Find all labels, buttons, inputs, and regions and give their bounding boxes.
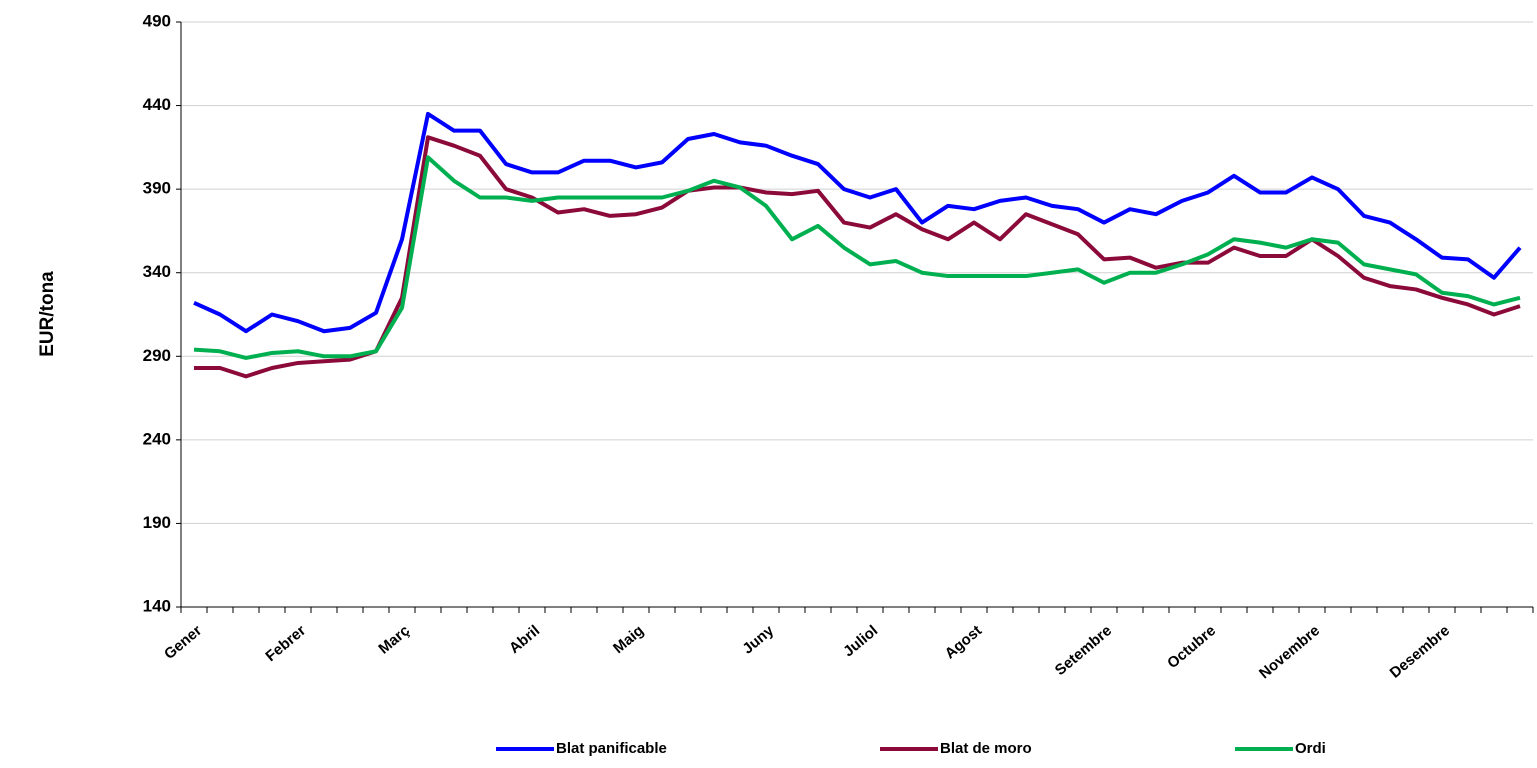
x-tick-label: Maig	[610, 622, 647, 657]
x-tick-label: Juliol	[840, 622, 881, 660]
series-line	[193, 111, 1522, 334]
y-tick-label: 290	[143, 346, 171, 365]
x-tick-label: Febrer	[262, 622, 309, 665]
legend-label: Ordi	[1295, 740, 1326, 757]
series-line	[194, 135, 1521, 379]
x-tick-label: Abril	[506, 622, 543, 657]
y-tick-label: 240	[143, 429, 171, 448]
x-tick-label: Setembre	[1052, 622, 1115, 679]
x-tick-label: Gener	[161, 622, 205, 663]
legend-label: Blat panificable	[556, 740, 667, 757]
y-tick-label: 140	[143, 596, 171, 615]
x-tick-label: Març	[375, 622, 413, 658]
y-axis-label: EUR/tona	[37, 271, 58, 357]
y-tick-label: 390	[143, 179, 171, 198]
series-line	[193, 155, 1521, 360]
y-tick-label: 340	[143, 262, 171, 281]
y-tick-label: 440	[143, 95, 171, 114]
y-tick-label: 190	[143, 513, 171, 532]
x-tick-label: Juny	[739, 622, 777, 658]
x-tick-label: Desembre	[1387, 622, 1454, 682]
legend-label: Blat de moro	[940, 740, 1032, 757]
x-tick-label: Agost	[942, 622, 985, 662]
y-tick-label: 490	[143, 11, 171, 30]
x-tick-label: Octubre	[1164, 622, 1219, 672]
x-tick-label: Novembre	[1256, 622, 1323, 682]
